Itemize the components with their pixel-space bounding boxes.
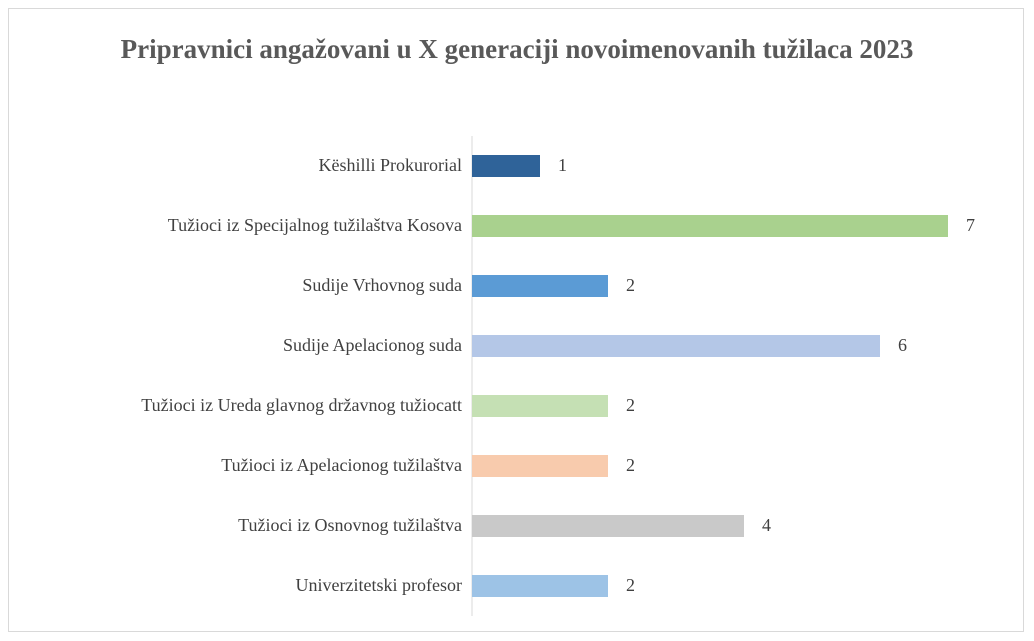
category-label: Sudije Apelacionog suda	[283, 335, 462, 355]
value-label: 2	[626, 575, 635, 595]
category-label: Këshilli Prokurorial	[319, 155, 462, 175]
chart-frame	[8, 8, 1024, 632]
bar	[472, 395, 608, 417]
bar	[472, 455, 608, 477]
chart-title: Pripravnici angažovani u X generaciji no…	[120, 34, 914, 64]
value-label: 7	[966, 215, 975, 235]
category-label: Tužioci iz Apelacionog tužilaštva	[221, 455, 462, 475]
category-label: Univerzitetski profesor	[296, 575, 462, 595]
value-label: 4	[762, 515, 771, 535]
bar	[472, 275, 608, 297]
value-label: 2	[626, 455, 635, 475]
bar	[472, 155, 540, 177]
category-label: Tužioci iz Specijalnog tužilaštva Kosova	[168, 215, 462, 235]
value-label: 6	[898, 335, 907, 355]
bar	[472, 515, 744, 537]
bar	[472, 215, 948, 237]
category-label: Tužioci iz Osnovnog tužilaštva	[238, 515, 462, 535]
category-label: Tužioci iz Ureda glavnog državnog tužioc…	[141, 395, 462, 415]
value-label: 2	[626, 395, 635, 415]
value-label: 1	[558, 155, 567, 175]
value-label: 2	[626, 275, 635, 295]
bar	[472, 335, 880, 357]
category-label: Sudije Vrhovnog suda	[302, 275, 462, 295]
bar	[472, 575, 608, 597]
